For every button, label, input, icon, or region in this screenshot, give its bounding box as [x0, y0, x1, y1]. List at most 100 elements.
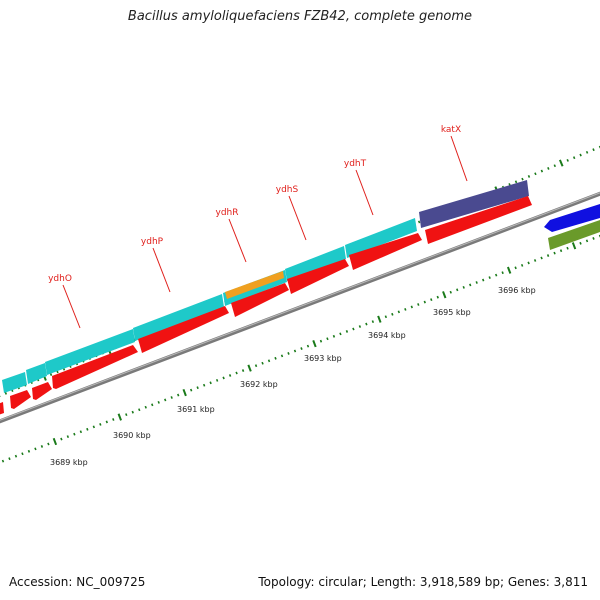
outer-ring-minor-tick — [566, 158, 569, 162]
inner-ring-minor-tick — [66, 435, 70, 439]
outer-ring-minor-tick — [553, 164, 556, 168]
inner-ring-minor-tick — [8, 457, 11, 461]
inner-ring-minor-tick — [592, 237, 595, 240]
inner-ring-minor-tick — [92, 425, 96, 429]
inner-ring-minor-tick — [40, 445, 44, 448]
red-feature-6 — [287, 259, 349, 294]
inner-ring-minor-tick — [306, 344, 310, 348]
inner-ring-minor-tick — [228, 374, 232, 377]
inner-ring-minor-tick — [300, 347, 303, 350]
inner-ring-minor-tick — [410, 305, 413, 309]
inner-ring-minor-tick — [514, 266, 517, 270]
inner-ring-minor-tick — [384, 315, 388, 319]
inner-ring-major-tick — [312, 340, 317, 348]
cyan-feature-2 — [26, 363, 47, 384]
inner-ring-minor-tick — [319, 339, 323, 343]
inner-ring-minor-tick — [280, 354, 284, 358]
leader-ydhT — [355, 169, 374, 216]
inner-ring-minor-tick — [462, 285, 465, 289]
cyan-feature-ydhT — [345, 218, 417, 258]
inner-ring-minor-tick — [112, 418, 115, 421]
inner-ring-minor-tick — [27, 449, 31, 453]
inner-ring-minor-tick — [345, 330, 349, 333]
accession-label: Accession: NC_009725 — [9, 575, 146, 589]
outer-ring-minor-tick — [527, 175, 531, 178]
inner-ring-minor-tick — [533, 259, 537, 262]
genome-backbone — [0, 191, 600, 424]
outer-ring-minor-tick — [592, 148, 595, 152]
inner-ring-minor-tick — [86, 427, 89, 431]
inner-tick-ring — [1, 234, 600, 463]
inner-ring-minor-tick — [73, 432, 76, 436]
inner-ring-minor-tick — [332, 334, 336, 338]
inner-ring-minor-tick — [527, 261, 530, 265]
inner-ring-minor-tick — [417, 303, 420, 306]
inner-ring-minor-tick — [553, 251, 556, 255]
cds-track-inner — [0, 196, 532, 415]
outer-ring-minor-tick — [572, 156, 576, 160]
inner-ring-minor-tick — [352, 327, 355, 331]
cyan-feature-ydhP — [133, 294, 224, 341]
kbp-label-3690: 3690 kbp — [113, 431, 151, 440]
inner-ring-major-tick — [117, 413, 122, 421]
inner-ring-minor-tick — [482, 278, 485, 282]
inner-ring-major-tick — [442, 291, 447, 299]
inner-ring-minor-tick — [371, 320, 375, 324]
red-feature-3 — [52, 345, 138, 389]
cyan-feature-1 — [2, 372, 27, 393]
outer-ring-minor-tick — [417, 220, 421, 224]
inner-ring-minor-tick — [170, 396, 173, 399]
inner-ring-minor-tick — [579, 241, 582, 245]
inner-ring-minor-tick — [47, 442, 50, 446]
inner-ring-minor-tick — [144, 405, 147, 409]
inner-ring-minor-tick — [254, 364, 258, 368]
leader-katX — [450, 135, 468, 182]
inner-ring-minor-tick — [546, 254, 550, 257]
inner-ring-minor-tick — [540, 256, 543, 260]
navy-feature-katX — [419, 180, 529, 228]
inner-ring-minor-tick — [287, 352, 290, 355]
gene-label-ydhO: ydhO — [48, 274, 72, 284]
red-feature-7 — [349, 233, 422, 270]
outer-ring-minor-tick — [521, 177, 524, 181]
inner-ring-major-tick — [506, 266, 512, 274]
inner-ring-minor-tick — [423, 300, 426, 304]
outer-ring-minor-tick — [547, 167, 550, 170]
red-feature-2 — [32, 382, 52, 400]
outer-ring-minor-tick — [514, 180, 518, 184]
inner-ring-minor-tick — [105, 420, 108, 424]
outer-ring-minor-tick — [585, 150, 589, 154]
inner-ring-minor-tick — [391, 312, 394, 316]
leader-ydhO — [62, 284, 81, 329]
inner-ring-minor-tick — [274, 356, 277, 360]
inner-ring-minor-tick — [520, 263, 524, 267]
outer-ring-minor-tick — [579, 153, 582, 157]
gene-label-ydhT: ydhT — [344, 159, 367, 169]
inner-ring-minor-tick — [293, 349, 297, 353]
red-feature-0 — [0, 402, 4, 415]
inner-ring-major-tick — [52, 437, 58, 446]
inner-ring-major-tick — [377, 315, 382, 323]
inner-ring-minor-tick — [157, 400, 160, 404]
red-feature-8 — [425, 196, 532, 244]
inner-ring-minor-tick — [501, 271, 504, 275]
inner-ring-minor-tick — [125, 413, 128, 417]
gene-label-ydhP: ydhP — [141, 237, 164, 247]
cyan-feature-ydhO — [45, 329, 135, 375]
inner-ring-minor-tick — [436, 295, 439, 299]
blue-feature — [544, 204, 600, 232]
inner-ring-minor-tick — [196, 386, 199, 390]
kbp-label-3695: 3695 kbp — [433, 308, 471, 317]
inner-ring-minor-tick — [267, 359, 271, 363]
kbp-labels: 3689 kbp 3690 kbp 3691 kbp 3692 kbp 3693… — [50, 286, 536, 467]
inner-ring-minor-tick — [177, 393, 180, 397]
inner-ring-minor-tick — [241, 369, 245, 372]
gene-label-ydhR: ydhR — [216, 208, 239, 218]
outer-ring-minor-tick — [49, 373, 53, 376]
inner-ring-minor-tick — [34, 447, 37, 451]
gene-label-ydhS: ydhS — [276, 185, 299, 195]
inner-ring-minor-tick — [566, 246, 569, 250]
inner-ring-major-tick — [182, 388, 187, 397]
gene-labels: ydhO ydhP ydhR ydhS ydhT katX — [48, 125, 461, 284]
